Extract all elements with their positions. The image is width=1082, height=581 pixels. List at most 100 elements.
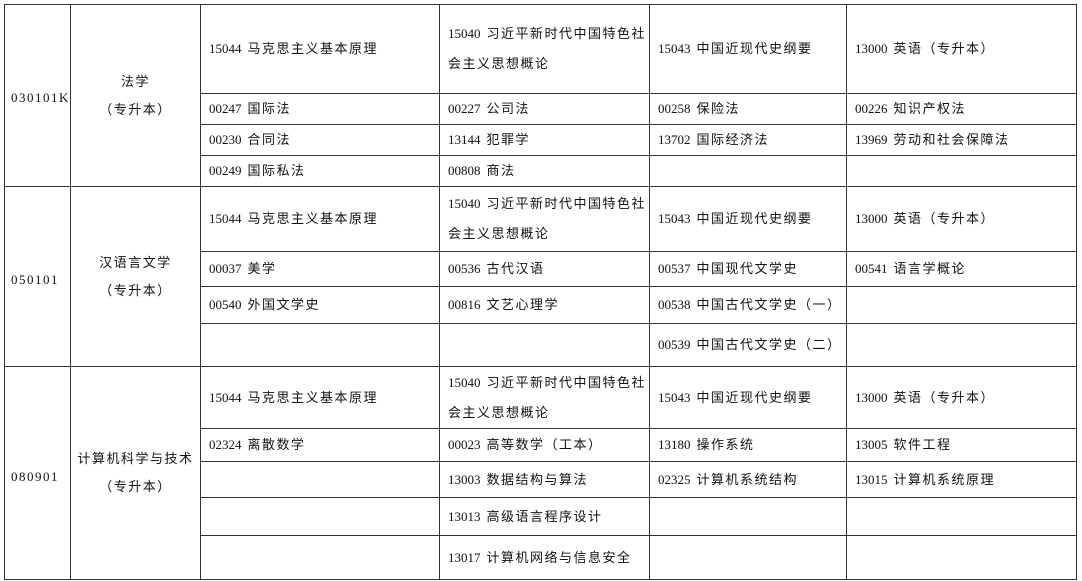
course-code: 00230 xyxy=(209,132,242,147)
course-cell: 15043 中国近现代史纲要 xyxy=(649,4,847,94)
course-code: 00258 xyxy=(658,101,691,116)
course-cell: 00816 文艺心理学 xyxy=(439,286,650,324)
course-title: 知识产权法 xyxy=(893,101,967,116)
course-cell xyxy=(846,535,1077,580)
program-course-table: 030101K 法学 （专升本） 15044 马克思主义基本原理 15040 习近平新时代中… xyxy=(4,4,1077,580)
course-code: 13013 xyxy=(448,508,481,524)
course-title: 语言学概论 xyxy=(893,261,967,276)
course-title: 中国近现代史纲要 xyxy=(696,41,813,56)
course-code: 15044 xyxy=(209,41,242,56)
table-row: 00037 美学 00536 古代汉语 00537 中国现代文学史 00541 语言学概论 xyxy=(5,251,1077,287)
course-title: 保险法 xyxy=(696,101,741,116)
course-code: 00247 xyxy=(209,101,242,116)
course-cell: 13017 计算机网络与信息安全 xyxy=(439,535,650,580)
program-name: 计算机科学与技术 xyxy=(77,451,194,466)
table-row: 00540 外国文学史 00816 文艺心理学 00538 中国古代文学史（一） xyxy=(5,286,1077,324)
course-cell xyxy=(439,323,650,367)
course-code: 02325 xyxy=(658,471,691,487)
course-cell xyxy=(846,497,1077,536)
program-name: 计算机科学与技术 （专升本） xyxy=(70,366,201,580)
course-code: 00538 xyxy=(658,297,691,312)
course-code: 13000 xyxy=(855,211,888,226)
course-cell: 00258 保险法 xyxy=(649,93,847,125)
course-title: 计算机网络与信息安全 xyxy=(486,549,632,565)
course-title: 英语（专升本） xyxy=(893,211,996,226)
course-code: 00816 xyxy=(448,297,481,312)
program-code-text: 030101K xyxy=(11,90,70,105)
course-title: 中国现代文学史 xyxy=(696,261,799,276)
course-code: 00023 xyxy=(448,437,481,452)
program-name: 汉语言文学 xyxy=(99,254,172,270)
table-row: 00230 合同法 13144 犯罪学 13702 国际经济法 13969 劳动和社会保障法 xyxy=(5,124,1077,156)
course-title: 美学 xyxy=(247,261,277,276)
program-code-text: 080901 xyxy=(11,469,59,484)
course-cell: 15040 习近平新时代中国特色社会主义思想概论 xyxy=(439,4,650,94)
table-row: 13013 高级语言程序设计 xyxy=(5,497,1077,536)
course-title: 马克思主义基本原理 xyxy=(247,389,379,405)
course-title: 劳动和社会保障法 xyxy=(893,132,1010,147)
table-row: 080901 计算机科学与技术 （专升本） 15044 马克思主义基本原理 15040 习近… xyxy=(4,366,1077,580)
course-cell: 02324 离散数学 xyxy=(200,428,440,462)
course-cell: 13015 计算机系统原理 xyxy=(846,461,1077,498)
program-name: 汉语言文学 （专升本） xyxy=(70,186,201,367)
course-cell: 15044 马克思主义基本原理 xyxy=(200,186,440,252)
course-cell: 13000 英语（专升本） xyxy=(846,186,1077,252)
course-code: 13144 xyxy=(448,132,481,147)
course-code: 00249 xyxy=(209,163,242,178)
course-title: 高级语言程序设计 xyxy=(486,508,603,524)
course-title: 高等数学（工本） xyxy=(486,437,603,452)
program-level: （专升本） xyxy=(99,282,172,298)
course-title: 英语（专升本） xyxy=(893,41,996,56)
course-title: 国际经济法 xyxy=(696,132,770,147)
course-title: 马克思主义基本原理 xyxy=(247,211,379,226)
course-cell: 13005 软件工程 xyxy=(846,428,1077,462)
course-cell xyxy=(200,323,440,367)
program-level: （专升本） xyxy=(99,479,172,494)
course-cell: 13144 犯罪学 xyxy=(439,124,650,156)
course-code: 00540 xyxy=(209,297,242,312)
table-row: 050101 汉语言文学 （专升本） 15044 马克思主义基本原理 15040 习近平新时… xyxy=(4,186,1077,367)
course-code: 15044 xyxy=(209,389,242,405)
course-title: 习近平新时代中国特色社会主义思想概论 xyxy=(448,26,647,71)
course-code: 13000 xyxy=(855,41,888,56)
course-cell xyxy=(846,323,1077,367)
course-code: 13017 xyxy=(448,549,481,565)
program-code-text: 050101 xyxy=(11,272,59,287)
course-cell xyxy=(200,535,440,580)
course-cell: 15044 马克思主义基本原理 xyxy=(200,4,440,94)
course-code: 15040 xyxy=(448,26,481,41)
course-title: 习近平新时代中国特色社会主义思想概论 xyxy=(448,196,647,241)
course-title: 习近平新时代中国特色社会主义思想概论 xyxy=(448,374,647,420)
course-title: 马克思主义基本原理 xyxy=(247,41,379,56)
course-cell xyxy=(649,497,847,536)
course-cell: 13969 劳动和社会保障法 xyxy=(846,124,1077,156)
course-code: 15043 xyxy=(658,41,691,56)
course-code: 13969 xyxy=(855,132,888,147)
course-cell: 00537 中国现代文学史 xyxy=(649,251,847,287)
course-code: 15040 xyxy=(448,196,481,211)
course-cell: 15040 习近平新时代中国特色社会主义思想概论 xyxy=(439,186,650,252)
course-title: 数据结构与算法 xyxy=(486,471,589,487)
program-name: 法学 （专升本） xyxy=(70,4,201,187)
course-cell: 13000 英语（专升本） xyxy=(846,4,1077,94)
course-code: 15043 xyxy=(658,211,691,226)
course-cell: 13180 操作系统 xyxy=(649,428,847,462)
course-code: 13180 xyxy=(658,437,691,452)
course-cell: 15044 马克思主义基本原理 xyxy=(200,366,440,429)
table-row: 00539 中国古代文学史（二） xyxy=(5,323,1077,367)
course-cell: 15043 中国近现代史纲要 xyxy=(649,366,847,429)
course-title: 中国古代文学史（一） xyxy=(696,297,842,312)
course-cell: 13000 英语（专升本） xyxy=(846,366,1077,429)
course-cell: 15040 习近平新时代中国特色社会主义思想概论 xyxy=(439,366,650,429)
table-row: 13017 计算机网络与信息安全 xyxy=(5,535,1077,580)
course-title: 公司法 xyxy=(486,101,531,116)
table-row: 030101K 法学 （专升本） 15044 马克思主义基本原理 15040 习近平新时代中… xyxy=(4,4,1077,187)
program-code: 050101 xyxy=(4,186,71,367)
course-code: 00808 xyxy=(448,163,481,178)
table-row: 13003 数据结构与算法 02325 计算机系统结构 13015 计算机系统原理 xyxy=(5,461,1077,498)
course-title: 英语（专升本） xyxy=(893,389,996,405)
course-cell: 13013 高级语言程序设计 xyxy=(439,497,650,536)
program-code: 030101K xyxy=(4,4,71,187)
course-cell: 00808 商法 xyxy=(439,155,650,187)
course-title: 文艺心理学 xyxy=(486,297,560,312)
